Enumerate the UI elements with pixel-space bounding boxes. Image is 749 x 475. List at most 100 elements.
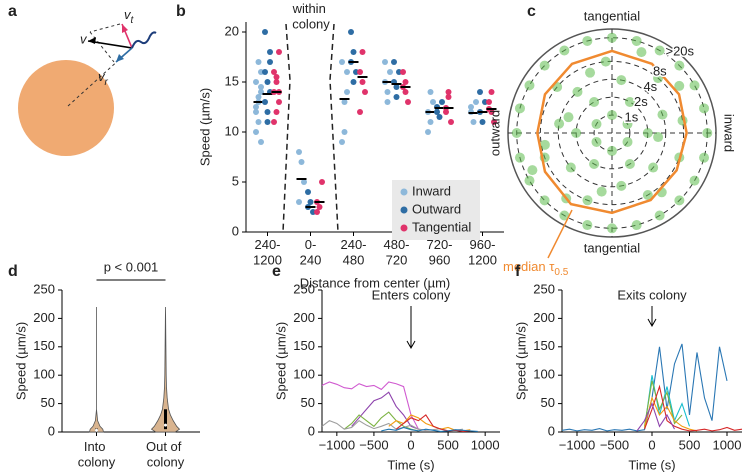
radial-label: vr	[98, 69, 109, 87]
dot	[264, 79, 271, 85]
dot	[439, 99, 445, 105]
point	[565, 162, 576, 173]
ring-label: 2s	[634, 94, 648, 109]
x-tick-label: Into colony	[78, 439, 116, 470]
dot	[402, 89, 409, 95]
dot	[384, 89, 391, 95]
y-tick-label: 20	[225, 23, 239, 38]
velocity-label: v	[80, 31, 88, 46]
dot	[341, 129, 348, 135]
point	[654, 45, 665, 56]
panel-label: e	[272, 263, 281, 280]
dot	[262, 99, 268, 105]
ring-label: 4s	[643, 79, 657, 94]
dot	[258, 139, 264, 145]
median	[164, 423, 167, 427]
point	[539, 139, 550, 150]
dot	[387, 69, 393, 75]
point	[607, 223, 617, 234]
point	[648, 162, 659, 173]
point	[653, 132, 664, 143]
dot	[255, 94, 262, 100]
dot	[253, 109, 259, 115]
x-tick-label: −500	[359, 437, 388, 452]
point	[636, 47, 647, 58]
point	[624, 96, 635, 107]
point	[642, 190, 653, 201]
direction-label: tangential	[584, 8, 640, 23]
velocity-arrow	[87, 40, 133, 49]
point	[527, 165, 538, 176]
dot	[400, 69, 406, 75]
point	[607, 145, 617, 156]
ring-label: 8s	[653, 64, 667, 79]
dot	[350, 79, 357, 85]
guide	[89, 23, 121, 33]
dot	[307, 199, 314, 205]
y-tick-label: 0	[48, 423, 55, 438]
bacterium	[131, 31, 157, 49]
point	[554, 118, 565, 129]
diagram: a v vt vr	[8, 3, 157, 156]
y-tick-label: 100	[293, 367, 315, 382]
dot	[253, 104, 259, 110]
point	[616, 75, 627, 86]
dot	[350, 49, 357, 55]
x-tick-label: 480-720	[383, 237, 409, 268]
point	[689, 175, 700, 186]
point	[607, 110, 617, 121]
trace	[321, 381, 419, 430]
point	[616, 180, 627, 191]
x-axis-label: Time (s)	[387, 457, 434, 472]
dot	[276, 99, 282, 105]
direction-label: inward	[722, 114, 737, 152]
x-tick-label: Out of colony	[146, 439, 185, 470]
panel-label: b	[176, 3, 186, 20]
point	[657, 109, 668, 120]
trace	[561, 343, 728, 432]
dot	[486, 99, 492, 105]
dot	[255, 119, 262, 125]
dot	[258, 84, 264, 90]
dot	[468, 104, 474, 110]
dot	[382, 59, 388, 65]
dot	[473, 99, 479, 105]
dot	[253, 79, 259, 85]
dot	[296, 149, 302, 155]
tangential-label: vt	[124, 7, 135, 25]
dot	[430, 99, 436, 105]
colony-boundary	[329, 23, 339, 233]
point	[582, 35, 593, 46]
y-tick-label: 0	[308, 423, 315, 438]
dot	[296, 199, 302, 205]
y-tick-label: 50	[301, 395, 315, 410]
y-tick-label: 250	[33, 281, 55, 296]
x-tick-label: 0	[407, 437, 414, 452]
legend-swatch	[400, 224, 408, 232]
trace	[381, 426, 478, 432]
point	[589, 159, 600, 170]
leader	[547, 209, 573, 259]
legend-swatch	[400, 206, 408, 214]
x-axis-label: Time (s)	[628, 457, 675, 472]
y-tick-label: 200	[533, 310, 555, 325]
legend-label: Tangential	[412, 219, 471, 234]
legend-label: Inward	[412, 183, 451, 198]
ring	[539, 60, 685, 206]
arrowhead	[116, 54, 124, 62]
y-tick-label: 150	[533, 338, 555, 353]
point	[674, 195, 685, 206]
trace	[636, 402, 675, 432]
x-tick-label: 240-480	[340, 237, 366, 268]
point	[689, 80, 700, 91]
x-tick-label: −1000	[319, 437, 356, 452]
x-tick-label: 1000	[713, 437, 742, 452]
y-axis-label: Speed (µm/s)	[197, 88, 212, 166]
y-tick-label: 100	[33, 367, 55, 382]
panel-label: d	[8, 263, 18, 280]
point	[591, 136, 602, 147]
point	[699, 103, 710, 114]
y-tick-label: 150	[33, 338, 55, 353]
text-subscript: 0.5	[554, 267, 568, 278]
